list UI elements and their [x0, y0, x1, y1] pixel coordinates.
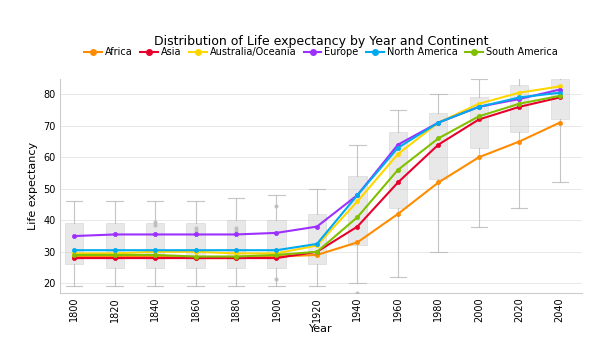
Title: Distribution of Life expectancy by Year and Continent: Distribution of Life expectancy by Year … — [154, 35, 488, 48]
Legend: Africa, Asia, Australia/Oceania, Europe, North America, South America: Africa, Asia, Australia/Oceania, Europe,… — [85, 47, 557, 57]
Bar — [65, 223, 83, 265]
Bar — [470, 97, 488, 148]
Bar — [510, 85, 529, 132]
Bar — [551, 79, 569, 120]
Bar — [227, 220, 245, 267]
Bar — [389, 132, 407, 208]
Y-axis label: Life expectancy: Life expectancy — [28, 142, 38, 230]
Bar — [429, 113, 448, 179]
X-axis label: Year: Year — [309, 325, 333, 335]
Bar — [268, 220, 286, 267]
Bar — [308, 214, 326, 265]
Bar — [106, 223, 124, 267]
Bar — [349, 176, 367, 246]
Bar — [146, 223, 164, 267]
Bar — [187, 223, 205, 267]
